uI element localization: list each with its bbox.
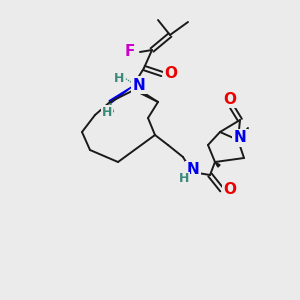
Text: H: H [102,106,112,118]
Text: F: F [125,44,135,59]
Text: N: N [133,77,146,92]
Polygon shape [110,102,113,112]
Text: O: O [224,182,236,197]
Text: O: O [164,67,178,82]
Text: O: O [224,92,236,106]
Polygon shape [215,162,220,167]
Text: N: N [234,130,246,146]
Text: H: H [114,71,124,85]
Polygon shape [109,86,133,103]
Text: H: H [179,172,189,185]
Text: N: N [187,163,200,178]
